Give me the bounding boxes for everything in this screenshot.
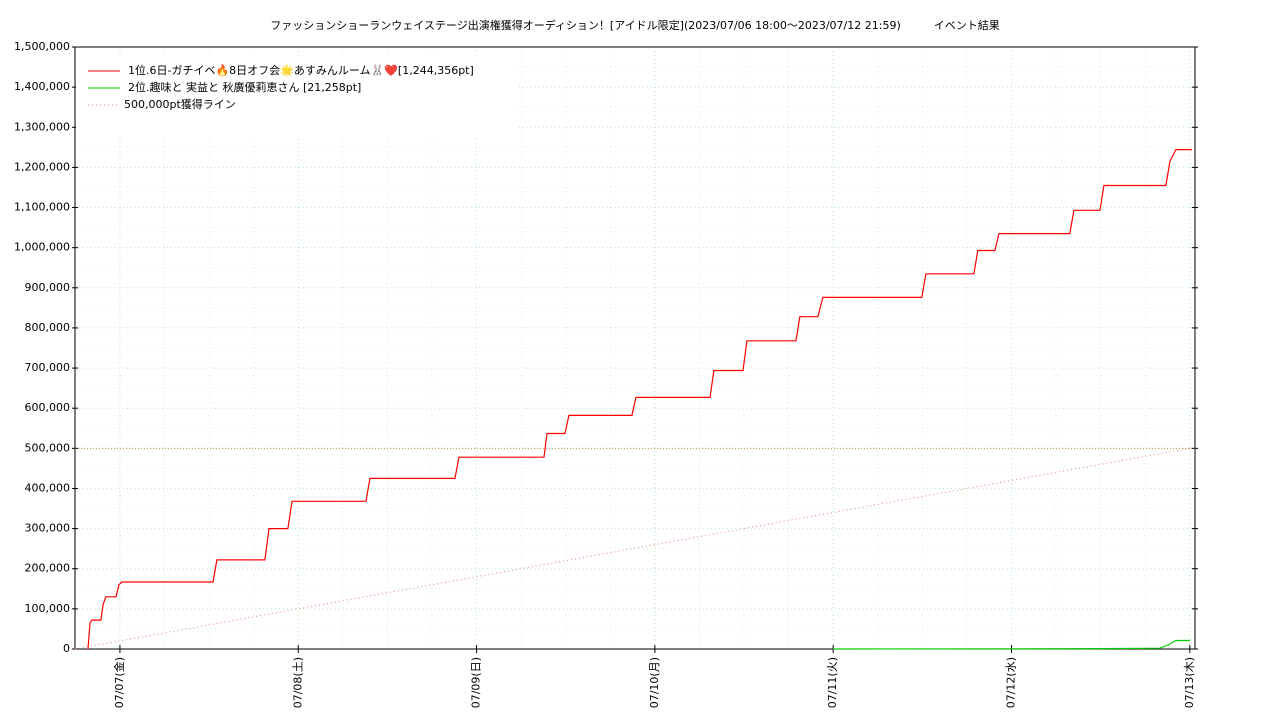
y-tick-label: 800,000 [25, 321, 71, 334]
x-tick-label: 07/10(月) [648, 657, 661, 708]
y-tick-label: 600,000 [25, 401, 71, 414]
y-tick-label: 400,000 [25, 481, 71, 494]
x-tick-label: 07/09(日) [470, 657, 483, 708]
y-tick-label: 1,400,000 [14, 80, 70, 93]
x-tick-label: 07/12(水) [1005, 657, 1018, 708]
y-tick-label: 300,000 [25, 522, 71, 535]
legend-box [76, 56, 516, 136]
y-tick-label: 0 [63, 642, 70, 655]
legend-label: 2位.趣味と 実益と 秋廣優莉恵さん [21,258pt] [128, 80, 361, 94]
legend-label: 1位.6日-ガチイベ🔥8日オフ会🌟あすみんルーム🐰❤️[1,244,356pt] [128, 63, 474, 77]
chart-title: ファッションショーランウェイステージ出演権獲得オーディション！[アイドル限定](… [270, 18, 1000, 32]
series-line [87, 149, 1192, 650]
y-tick-label: 500,000 [25, 441, 71, 454]
y-tick-label: 1,500,000 [14, 40, 70, 53]
y-tick-label: 200,000 [25, 562, 71, 575]
x-tick-label: 07/08(土) [291, 657, 304, 708]
legend-label: 500,000pt獲得ライン [124, 98, 236, 111]
x-tick-label: 07/11(火) [826, 657, 839, 708]
y-tick-label: 100,000 [25, 602, 71, 615]
y-tick-label: 1,100,000 [14, 201, 70, 214]
x-tick-label: 07/13(木) [1183, 657, 1196, 708]
y-tick-label: 1,300,000 [14, 120, 70, 133]
y-tick-label: 900,000 [25, 281, 71, 294]
y-tick-label: 700,000 [25, 361, 71, 374]
x-tick-label: 07/07(金) [112, 657, 126, 708]
y-tick-label: 1,200,000 [14, 160, 70, 173]
plot-frame [74, 46, 1196, 650]
series-line [74, 447, 1191, 650]
series-line [832, 639, 1190, 650]
y-tick-label: 1,000,000 [14, 241, 70, 254]
